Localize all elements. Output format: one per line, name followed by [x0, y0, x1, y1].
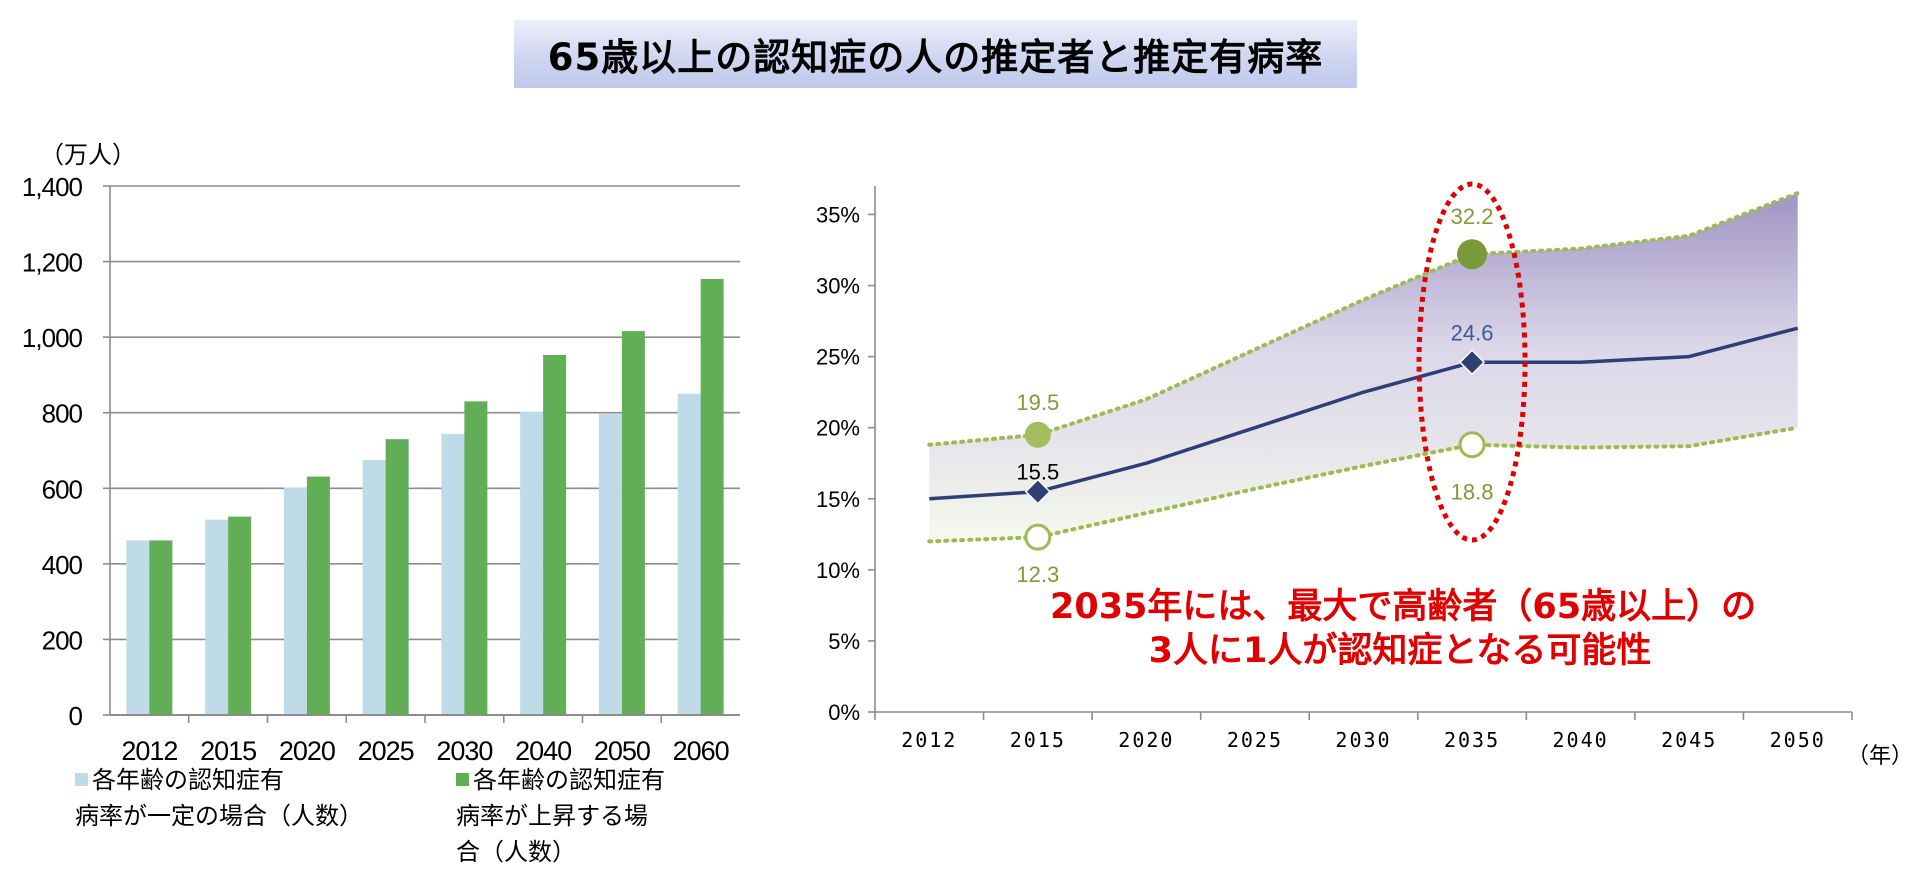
line-x-tick-label: 2025	[1227, 728, 1283, 752]
bar-y-tick-label: 1,000	[22, 323, 83, 353]
central-diamond-marker	[1024, 478, 1051, 505]
bar-constant	[126, 540, 150, 715]
line-data-label: 15.5	[1016, 460, 1059, 485]
upper-marker	[1457, 239, 1488, 270]
bar-y-tick-label: 1,200	[22, 248, 83, 278]
bar-rising	[543, 354, 567, 715]
line-y-tick-label: 20%	[816, 416, 860, 441]
bar-chart: （万人） 0 200 400 600 800 1,000 1,200 1,400 2012 2015…	[22, 141, 740, 766]
line-y-tick-label: 25%	[816, 345, 860, 370]
bar-constant	[441, 433, 465, 715]
lower-marker	[1024, 523, 1052, 551]
bar-rising	[306, 476, 330, 715]
bar-unit-label: （万人）	[40, 141, 136, 169]
bar-x-tick-label: 2012	[121, 736, 177, 766]
bar-x-tick-label: 2060	[673, 736, 729, 766]
lower-bound-line	[927, 425, 1800, 544]
legend-label-rising: 各年齢の認知症有 病率が上昇する場 合（人数）	[456, 766, 665, 866]
bar-constant	[677, 393, 701, 715]
bar-constant	[520, 411, 544, 715]
line-x-tick-label: 2030	[1335, 728, 1391, 752]
bar-constant	[362, 459, 386, 715]
legend-item-rising: 各年齢の認知症有 病率が上昇する場 合（人数）	[456, 762, 665, 870]
bar-x-tick-label: 2025	[358, 736, 414, 766]
line-data-label: 32.2	[1451, 204, 1494, 229]
bar-rising	[700, 278, 724, 715]
legend-swatch-constant	[75, 773, 88, 786]
central-diamond-marker	[1458, 349, 1486, 376]
bar-rising	[228, 516, 252, 715]
upper-marker	[1024, 421, 1051, 448]
legend-swatch-rising	[456, 773, 469, 786]
line-x-tick-label: 2020	[1118, 728, 1174, 752]
line-x-tick-label: 2012	[901, 728, 957, 752]
bar-x-tick-label: 2050	[594, 736, 650, 766]
line-data-label: 12.3	[1016, 562, 1059, 587]
legend-label-constant: 各年齢の認知症有 病率が一定の場合（人数）	[75, 766, 363, 830]
bar-y-tick-label: 600	[42, 474, 83, 504]
line-x-tick-label: 2015	[1010, 728, 1066, 752]
chart-title: 65歳以上の認知症の人の推定者と推定有病率	[547, 36, 1324, 79]
bar-y-tick-label: 800	[42, 399, 83, 429]
bar-y-tick-label: 0	[69, 701, 83, 731]
line-y-tick-label: 35%	[816, 202, 860, 227]
bar-rising	[621, 331, 645, 715]
line-x-tick-label: 2035	[1444, 728, 1500, 752]
bar-constant	[598, 413, 622, 715]
line-data-label: 18.8	[1451, 480, 1494, 505]
title-banner: 65歳以上の認知症の人の推定者と推定有病率	[514, 20, 1357, 88]
line-y-tick-label: 5%	[828, 629, 860, 654]
bar-y-tick-label: 400	[42, 550, 83, 580]
bar-constant	[283, 487, 307, 715]
bar-x-tick-label: 2040	[515, 736, 571, 766]
bar-rising	[385, 439, 409, 715]
bar-rising	[149, 540, 173, 715]
bar-y-tick-label: 200	[42, 625, 83, 655]
annotation-line-1: 2035年には、最大で高齢者（65歳以上）の	[1050, 587, 1757, 627]
prevalence-band	[929, 193, 1798, 542]
central-estimate-line	[929, 326, 1799, 501]
lower-marker	[1458, 431, 1486, 459]
legend-item-constant: 各年齢の認知症有 病率が一定の場合（人数）	[75, 762, 363, 834]
bar-x-tick-label: 2020	[279, 736, 335, 766]
line-x-tick-label: 2040	[1553, 728, 1609, 752]
line-x-tick-label: 2050	[1770, 728, 1826, 752]
line-data-label: 24.6	[1451, 320, 1494, 345]
line-y-tick-label: 10%	[816, 558, 860, 583]
line-x-tick-label: 2045	[1661, 728, 1717, 752]
bar-constant	[205, 519, 229, 715]
highlight-ellipse	[1416, 181, 1528, 543]
line-data-label: 19.5	[1016, 390, 1059, 415]
annotation-line-2: 3人に1人が認知症となる可能性	[1148, 631, 1652, 671]
bar-rising	[464, 401, 488, 715]
annotation-note: 2035年には、最大で高齢者（65歳以上）の 3人に1人が認知症となる可能性	[1050, 585, 1757, 673]
bar-x-tick-label: 2015	[200, 736, 256, 766]
line-x-unit-label: （年）	[1847, 744, 1913, 769]
upper-bound-line	[927, 191, 1800, 447]
bar-x-tick-label: 2030	[436, 736, 492, 766]
line-y-tick-label: 15%	[816, 487, 860, 512]
bar-y-tick-label: 1,400	[22, 172, 83, 202]
line-y-tick-label: 30%	[816, 274, 860, 299]
line-y-tick-label: 0%	[828, 700, 860, 725]
